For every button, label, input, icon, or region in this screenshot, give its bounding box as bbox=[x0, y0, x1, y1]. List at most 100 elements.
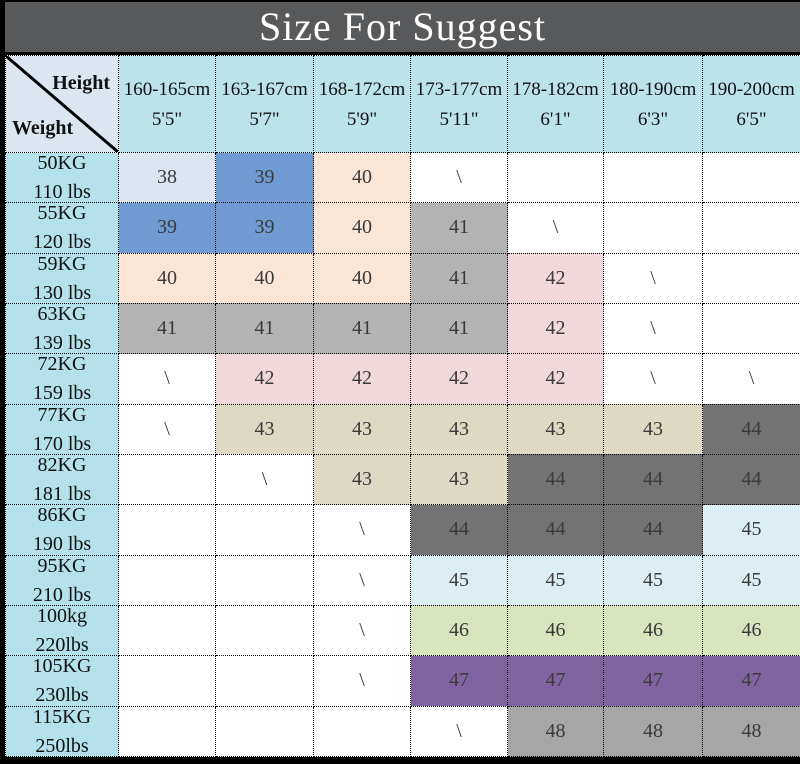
size-cell: 40 bbox=[215, 252, 314, 304]
table-row: 59KG 130 lbs 40 40 40 41 42 \ bbox=[5, 252, 800, 304]
empty-cell bbox=[702, 302, 800, 355]
size-cell: 40 bbox=[313, 252, 411, 304]
not-available-cell: \ bbox=[215, 453, 314, 506]
size-cell: 43 bbox=[410, 453, 508, 506]
not-available-cell: \ bbox=[603, 302, 703, 355]
not-available-cell: \ bbox=[603, 252, 703, 304]
table-row: 55KG 120 lbs 39 39 40 41 \ bbox=[5, 202, 800, 254]
chart-title: Size For Suggest bbox=[5, 2, 800, 55]
size-cell: 48 bbox=[507, 705, 604, 757]
height-column-header: 180-190cm 6'3" bbox=[603, 55, 703, 153]
height-axis-label: Height bbox=[52, 72, 110, 94]
size-cell: 44 bbox=[507, 453, 604, 506]
table-row: 100kg 220lbs \ 46 46 46 46 bbox=[5, 604, 800, 657]
empty-cell bbox=[118, 554, 216, 606]
not-available-cell: \ bbox=[702, 353, 800, 405]
size-cell: 48 bbox=[603, 705, 703, 757]
table-row: 105KG 230lbs \ 47 47 47 47 bbox=[5, 655, 800, 707]
not-available-cell: \ bbox=[313, 604, 411, 657]
size-table: Height Weight 160-165cm 5'5" 163-167cm 5'7"… bbox=[5, 55, 800, 757]
empty-cell bbox=[603, 202, 703, 254]
empty-cell bbox=[215, 604, 314, 657]
size-cell: 42 bbox=[215, 353, 314, 405]
size-cell: 39 bbox=[118, 202, 216, 254]
empty-cell bbox=[215, 655, 314, 707]
size-cell: 44 bbox=[702, 403, 800, 455]
size-cell: 44 bbox=[603, 504, 703, 556]
size-cell: 41 bbox=[410, 252, 508, 304]
weight-row-header: 59KG 130 lbs bbox=[5, 252, 119, 304]
empty-cell bbox=[603, 151, 703, 204]
not-available-cell: \ bbox=[603, 353, 703, 405]
size-cell: 44 bbox=[507, 504, 604, 556]
size-cell: 43 bbox=[313, 403, 411, 455]
empty-cell bbox=[313, 705, 411, 757]
size-cell: 43 bbox=[507, 403, 604, 455]
table-row: 50KG 110 lbs 38 39 40 \ bbox=[5, 151, 800, 204]
size-cell: 47 bbox=[603, 655, 703, 707]
weight-row-header: 115KG 250lbs bbox=[5, 705, 119, 757]
empty-cell bbox=[118, 705, 216, 757]
size-cell: 42 bbox=[507, 302, 604, 355]
empty-cell bbox=[702, 151, 800, 204]
size-cell: 45 bbox=[507, 554, 604, 606]
size-cell: 41 bbox=[313, 302, 411, 355]
empty-cell bbox=[702, 252, 800, 304]
size-cell: 44 bbox=[702, 453, 800, 506]
empty-cell bbox=[215, 504, 314, 556]
size-cell: 39 bbox=[215, 151, 314, 204]
size-cell: 43 bbox=[410, 403, 508, 455]
size-cell: 41 bbox=[215, 302, 314, 355]
height-column-header: 168-172cm 5'9" bbox=[313, 55, 411, 153]
table-row: 95KG 210 lbs \ 45 45 45 45 bbox=[5, 554, 800, 606]
size-cell: 41 bbox=[118, 302, 216, 355]
size-cell: 41 bbox=[410, 302, 508, 355]
size-table-body: 50KG 110 lbs 38 39 40 \ 55KG 120 lbs 39 39 40 41 \ 59… bbox=[5, 151, 800, 757]
not-available-cell: \ bbox=[410, 705, 508, 757]
table-row: 63KG 139 lbs 41 41 41 41 42 \ bbox=[5, 302, 800, 355]
size-cell: 43 bbox=[313, 453, 411, 506]
size-cell: 44 bbox=[410, 504, 508, 556]
size-cell: 44 bbox=[603, 453, 703, 506]
height-column-header: 178-182cm 6'1" bbox=[507, 55, 604, 153]
size-cell: 47 bbox=[507, 655, 604, 707]
size-cell: 45 bbox=[702, 554, 800, 606]
empty-cell bbox=[118, 504, 216, 556]
height-header-row: Height Weight 160-165cm 5'5" 163-167cm 5'7"… bbox=[5, 55, 800, 153]
table-row: 82KG 181 lbs \ 43 43 44 44 44 bbox=[5, 453, 800, 506]
size-cell: 42 bbox=[410, 353, 508, 405]
height-column-header: 160-165cm 5'5" bbox=[118, 55, 216, 153]
weight-row-header: 86KG 190 lbs bbox=[5, 504, 119, 556]
weight-row-header: 72KG 159 lbs bbox=[5, 353, 119, 405]
weight-axis-label: Weight bbox=[12, 117, 74, 139]
weight-row-header: 55KG 120 lbs bbox=[5, 202, 119, 254]
weight-row-header: 105KG 230lbs bbox=[5, 655, 119, 707]
size-cell: 46 bbox=[410, 604, 508, 657]
size-cell: 40 bbox=[313, 202, 411, 254]
height-column-header: 173-177cm 5'11" bbox=[410, 55, 508, 153]
size-cell: 43 bbox=[215, 403, 314, 455]
size-cell: 40 bbox=[118, 252, 216, 304]
size-cell: 48 bbox=[702, 705, 800, 757]
size-cell: 42 bbox=[507, 252, 604, 304]
table-row: 86KG 190 lbs \ 44 44 44 45 bbox=[5, 504, 800, 556]
empty-cell bbox=[702, 202, 800, 254]
size-cell: 46 bbox=[702, 604, 800, 657]
size-cell: 45 bbox=[603, 554, 703, 606]
size-cell: 39 bbox=[215, 202, 314, 254]
weight-row-header: 82KG 181 lbs bbox=[5, 453, 119, 506]
weight-row-header: 95KG 210 lbs bbox=[5, 554, 119, 606]
size-cell: 47 bbox=[410, 655, 508, 707]
table-row: 115KG 250lbs \ 48 48 48 bbox=[5, 705, 800, 757]
not-available-cell: \ bbox=[313, 504, 411, 556]
not-available-cell: \ bbox=[313, 655, 411, 707]
size-cell: 42 bbox=[507, 353, 604, 405]
size-cell: 47 bbox=[702, 655, 800, 707]
not-available-cell: \ bbox=[507, 202, 604, 254]
height-column-header: 163-167cm 5'7" bbox=[215, 55, 314, 153]
size-cell: 38 bbox=[118, 151, 216, 204]
size-cell: 41 bbox=[410, 202, 508, 254]
size-cell: 45 bbox=[702, 504, 800, 556]
table-row: 77KG 170 lbs \ 43 43 43 43 43 44 bbox=[5, 403, 800, 455]
size-cell: 46 bbox=[603, 604, 703, 657]
